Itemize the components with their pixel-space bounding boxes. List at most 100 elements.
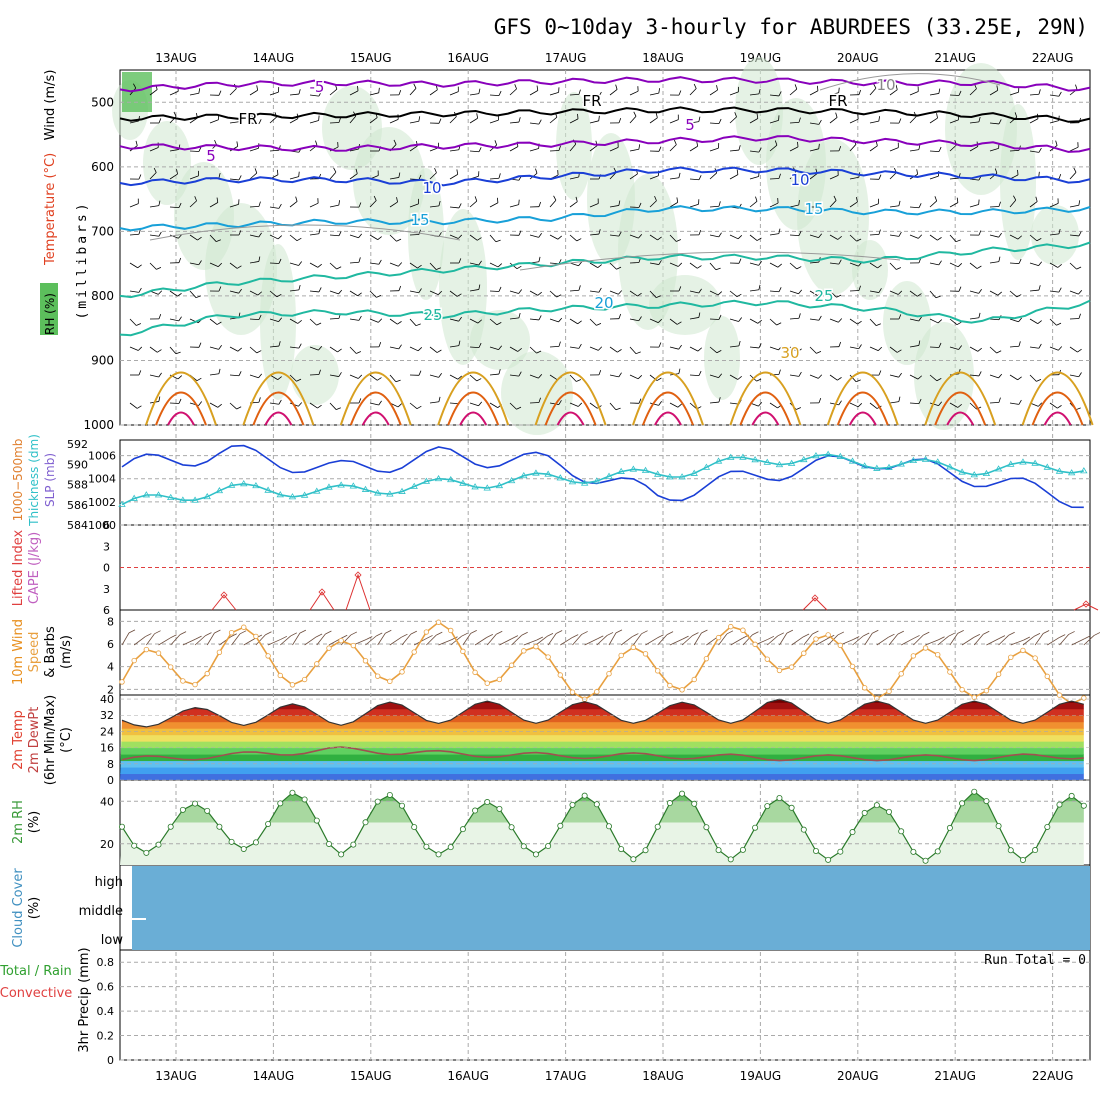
wind-barb: [829, 234, 838, 240]
wind-speed-line-point: [849, 663, 856, 670]
wind-barb-flag: [598, 91, 602, 97]
wind-barb: [669, 638, 683, 646]
wind-barb: [729, 149, 739, 152]
wind-barb-flag: [178, 202, 182, 208]
wind-barb-flag: [758, 284, 761, 290]
rh-point: [545, 843, 552, 850]
wind-barb-flag: [778, 345, 783, 351]
wind-barb: [989, 122, 999, 125]
wind-barb: [569, 201, 578, 208]
wind-barb-flag: [1058, 174, 1062, 179]
wind-barb: [469, 150, 480, 153]
wind-barb-flag: [177, 375, 183, 380]
wind-barb-flag: [678, 344, 682, 350]
wind-barb-flag: [756, 378, 762, 382]
thickness-line-point: [447, 475, 455, 483]
wind-barb-flag: [776, 322, 782, 326]
wind-barb: [589, 402, 598, 409]
wind-barb-flag: [577, 320, 582, 325]
wind-barb-flag: [538, 315, 542, 321]
wind-barb: [649, 175, 659, 180]
wind-barb-flag: [878, 288, 882, 293]
wind-barb: [749, 346, 759, 349]
wind-speed-line-point: [167, 664, 174, 670]
thickness-line-point: [1067, 469, 1076, 476]
rh-point: [386, 791, 393, 798]
wind-barb-flag: [837, 631, 845, 636]
wind-barb: [769, 119, 779, 124]
temp-band: [120, 702, 1084, 710]
slp-axis-label: SLP (mb): [43, 453, 57, 507]
wind-barb: [629, 374, 639, 380]
wind-barb-flag: [1078, 313, 1081, 319]
wind-speed-line-point: [861, 685, 868, 691]
wind-barb-flag: [597, 635, 604, 640]
wind-barb-flag: [1077, 348, 1082, 353]
wind-barb: [146, 633, 155, 646]
lifted-index-point: [220, 591, 228, 599]
wind-barb-flag: [938, 88, 941, 94]
rh-shade-high: [122, 72, 152, 112]
temp-band: [120, 760, 1084, 768]
wind-barb: [889, 89, 898, 96]
rh-point: [228, 838, 235, 845]
wind-barb-flag: [618, 200, 621, 206]
wind-barb: [489, 373, 499, 376]
thickness-line-point: [787, 459, 796, 466]
wind-barb-flag: [638, 234, 643, 239]
wind-speed-line-point: [569, 689, 576, 695]
wind-barb: [789, 234, 800, 237]
wind-barb: [429, 290, 439, 296]
rh-point: [946, 824, 953, 831]
wind-barb-flag: [678, 172, 681, 178]
wind-barb-flag: [615, 407, 621, 411]
wind-barb-flag: [478, 401, 483, 407]
temp-band: [120, 734, 1084, 742]
wind-barb: [474, 637, 488, 646]
wind-barb-flag: [1017, 169, 1019, 175]
wind-barb: [649, 318, 659, 324]
slp-axis-label: Thickness (dm): [27, 434, 41, 527]
wind-barb: [340, 634, 352, 646]
thickness-tick-label: 588: [67, 479, 88, 492]
thickness-line-point: [1007, 460, 1015, 467]
wind-barb-flag: [726, 630, 734, 635]
lifted-index-point: [354, 571, 362, 579]
wind-barb-flag: [438, 396, 441, 402]
wind-barb-flag: [658, 88, 661, 94]
wind-barb: [149, 205, 159, 208]
rh-point: [143, 849, 150, 856]
wind-barb: [169, 90, 179, 96]
thickness-line-point: [240, 480, 248, 487]
wind-barb-flag: [377, 236, 382, 240]
wind-barb-flag: [918, 203, 922, 208]
wind-barb-flag: [1017, 376, 1022, 381]
wind-speed-line-point: [935, 652, 941, 658]
wind-speed-line-point: [910, 653, 917, 659]
contour-label: 30: [780, 344, 799, 362]
thickness-line-point: [629, 465, 638, 472]
wind-barb-flag: [923, 631, 930, 636]
wind-barb-flag: [137, 264, 142, 269]
wind-barb-flag: [934, 196, 938, 202]
slp-tick-label: 1006: [88, 450, 116, 463]
wind-barb-flag: [635, 351, 641, 355]
wind-barb-flag: [938, 636, 945, 641]
thickness-line-point: [970, 471, 978, 478]
wind-barb-flag: [718, 232, 722, 238]
wind-barb: [509, 146, 519, 152]
wind-barb: [329, 171, 337, 180]
wind-barb-flag: [158, 396, 161, 402]
day-label-bottom: 14AUG: [253, 1069, 295, 1083]
rh-contour: [519, 251, 901, 271]
wind-barb: [509, 204, 519, 208]
wind-barb-flag: [576, 379, 582, 382]
wind-barb-flag: [376, 294, 382, 298]
wind-barb: [1029, 318, 1038, 324]
wind-barb-flag: [558, 400, 562, 405]
rh-point: [995, 823, 1002, 830]
wind-barb-flag: [618, 118, 622, 123]
rh-point: [301, 796, 308, 803]
wind-barb-flag: [734, 112, 737, 118]
wind-barb: [547, 633, 557, 646]
